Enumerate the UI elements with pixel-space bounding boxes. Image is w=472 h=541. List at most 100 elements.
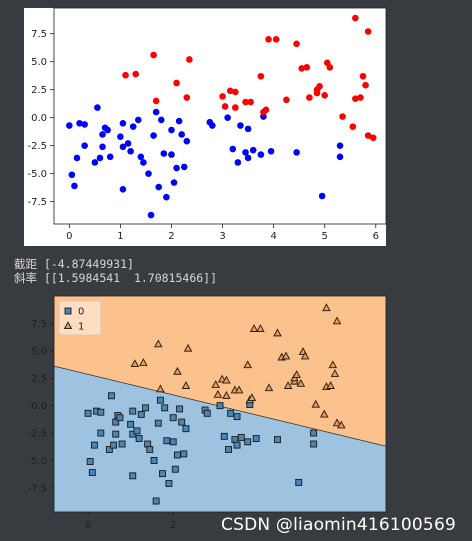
blue-point: [94, 104, 101, 111]
class-1-triangle-point: [234, 385, 244, 394]
slope-label: 斜率: [14, 271, 37, 285]
blue-point: [96, 154, 104, 162]
y-tick-label: -5.0: [27, 456, 47, 467]
blue-point: [119, 186, 127, 193]
class-1-triangle-point: [156, 384, 165, 393]
y-tick-label: 2.5: [31, 374, 47, 385]
red-point: [186, 56, 193, 63]
class-1-triangle-point: [311, 399, 321, 408]
x-tick-label: 0: [85, 520, 91, 531]
class-1-region: [54, 296, 386, 447]
class-0-square-point: [163, 437, 171, 445]
blue-point: [257, 151, 265, 158]
red-point: [339, 113, 346, 120]
class-0-square-point: [244, 438, 252, 446]
y-tick-label: -2.5: [27, 429, 47, 440]
red-point: [173, 79, 180, 87]
class-0-square-point: [220, 432, 228, 440]
red-point: [326, 64, 334, 71]
class-1-triangle-point: [211, 380, 221, 388]
y-tick-label: 5.0: [31, 57, 47, 68]
blue-point: [229, 145, 237, 153]
class-1-triangle-point: [330, 369, 340, 377]
class-0-square-point: [233, 441, 241, 449]
red-point: [349, 123, 357, 130]
class-0-square-point: [142, 404, 149, 412]
blue-point: [244, 154, 252, 162]
blue-point: [68, 171, 76, 179]
class-1-triangle-point: [332, 316, 342, 325]
class-0-square-point: [116, 414, 124, 422]
legend-label-class-1: 1: [78, 322, 84, 333]
class-1-triangle-point: [332, 418, 342, 427]
blue-point: [168, 126, 175, 134]
red-point: [352, 95, 359, 102]
red-point: [272, 36, 280, 43]
blue-point: [183, 137, 191, 145]
blue-point: [293, 149, 300, 156]
blue-point: [168, 151, 175, 158]
class-1-triangle-point: [183, 343, 193, 352]
y-tick-label: 0.0: [31, 401, 47, 412]
blue-point: [152, 108, 160, 116]
intercept-value: [-4.87449931]: [43, 257, 134, 271]
blue-point: [178, 131, 185, 138]
blue-point: [163, 193, 170, 201]
class-0-square-point: [137, 410, 145, 418]
blue-point: [81, 121, 88, 128]
red-point: [152, 97, 160, 105]
class-0-square-point: [310, 429, 318, 437]
red-point: [247, 98, 254, 106]
red-point: [306, 94, 313, 101]
red-point: [352, 14, 359, 22]
x-tick-label: 1: [117, 231, 123, 242]
red-point: [150, 51, 157, 59]
intercept-output-line: 截距 [-4.87449931]: [14, 257, 134, 271]
class-0-square-point: [156, 396, 164, 404]
legend-marker-class-1: [63, 321, 73, 330]
class-1-triangle-point: [292, 370, 301, 378]
x-tick-label: 2: [170, 520, 176, 531]
class-0-square-point: [110, 441, 118, 449]
red-point: [321, 91, 329, 99]
class-0-square-point: [161, 404, 169, 412]
class-0-square-point: [171, 465, 179, 473]
class-1-triangle-point: [281, 351, 291, 360]
class-0-square-point: [169, 414, 177, 422]
red-point: [219, 93, 226, 100]
class-0-square-point: [129, 407, 137, 415]
blue-point: [224, 114, 231, 121]
blue-point: [81, 142, 88, 149]
scatter-plot-top: 0 1 2 3 4 5 6 -7.5 -5.0 -2.5 0.0 2.5 5.0 7.5: [24, 7, 387, 246]
red-point: [122, 71, 129, 79]
class-0-square-point: [274, 436, 281, 444]
blue-point: [134, 116, 142, 124]
class-1-triangle-point: [256, 324, 265, 332]
x-tick-label: 6: [373, 231, 379, 242]
legend-label-class-0: 0: [78, 307, 84, 318]
red-point: [283, 96, 290, 104]
class-0-square-point: [108, 392, 115, 400]
class-0-square-point: [133, 427, 141, 435]
x-tick-label: 2: [168, 231, 174, 242]
blue-point: [249, 146, 257, 154]
red-point: [226, 87, 234, 95]
class-1-triangle-point: [326, 381, 335, 389]
red-point: [262, 106, 270, 114]
blue-point: [73, 154, 81, 162]
legend: 01: [58, 300, 102, 336]
class-0-square-point: [310, 440, 318, 448]
class-0-square-point: [150, 457, 158, 464]
class-1-triangle-point: [296, 378, 306, 387]
red-point: [232, 104, 239, 111]
y-tick-label: -7.5: [27, 483, 47, 494]
class-0-square-point: [118, 440, 126, 448]
red-point: [242, 98, 249, 106]
blue-point: [160, 150, 168, 157]
blue-point: [209, 122, 216, 129]
blue-point: [137, 153, 145, 161]
blue-point: [318, 192, 326, 200]
blue-point: [157, 116, 165, 124]
class-1-triangle-point: [337, 420, 346, 429]
red-point: [362, 81, 369, 89]
